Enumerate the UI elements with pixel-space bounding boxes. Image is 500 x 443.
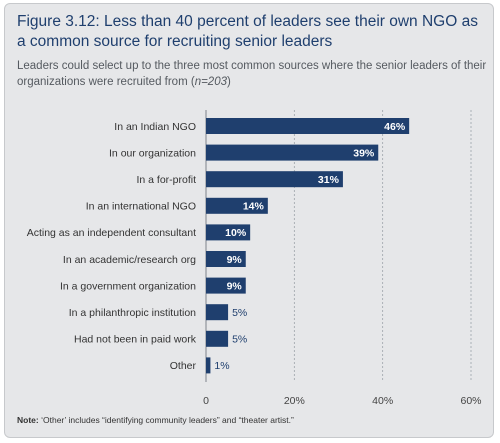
note-text: ‘Other’ includes “identifying community … (41, 415, 294, 425)
bar (206, 144, 379, 161)
subtitle-text: Leaders could select up to the three mos… (17, 60, 487, 88)
data-label: 9% (227, 254, 243, 266)
bar (206, 224, 251, 241)
subtitle-close: ) (227, 76, 231, 88)
x-tick-label: 40% (372, 395, 393, 407)
data-label: 46% (384, 121, 406, 133)
chart-subtitle: Leaders could select up to the three mos… (17, 58, 487, 90)
data-label: 10% (225, 227, 247, 239)
chart-title: Figure 3.12: Less than 40 percent of lea… (17, 13, 478, 50)
data-label: 5% (232, 307, 247, 319)
data-label: 31% (318, 174, 340, 186)
category-label: In an Indian NGO (114, 121, 196, 133)
category-label: Acting as an independent consultant (27, 227, 196, 239)
category-label: In an international NGO (86, 201, 196, 213)
data-label: 39% (353, 147, 375, 159)
category-label: Other (170, 360, 197, 372)
category-label: In a for-profit (136, 174, 196, 186)
bar (206, 197, 268, 214)
data-label: 1% (214, 360, 229, 372)
bar (206, 330, 229, 347)
bar (206, 277, 246, 294)
bar (206, 118, 410, 134)
bar (206, 357, 211, 374)
data-label: 14% (243, 201, 265, 213)
bar (206, 304, 229, 321)
data-label: 9% (227, 280, 243, 292)
x-tick-label: 20% (284, 395, 305, 407)
x-tick-label: 0 (203, 395, 209, 407)
category-label: In our organization (109, 147, 196, 159)
figure-frame (4, 3, 494, 438)
category-label: In a government organization (60, 280, 196, 292)
category-label: Had not been in paid work (74, 334, 197, 346)
category-label: In a philanthropic institution (69, 307, 196, 319)
category-label: In an academic/research org (63, 254, 196, 266)
note-label: Note: (17, 415, 39, 425)
sample-size: n=203 (194, 76, 227, 88)
bar (206, 171, 343, 188)
bar (206, 251, 246, 267)
x-tick-label: 60% (460, 395, 481, 407)
chart-note: Note: ‘Other’ includes “identifying comm… (17, 414, 487, 426)
data-label: 5% (232, 334, 247, 346)
